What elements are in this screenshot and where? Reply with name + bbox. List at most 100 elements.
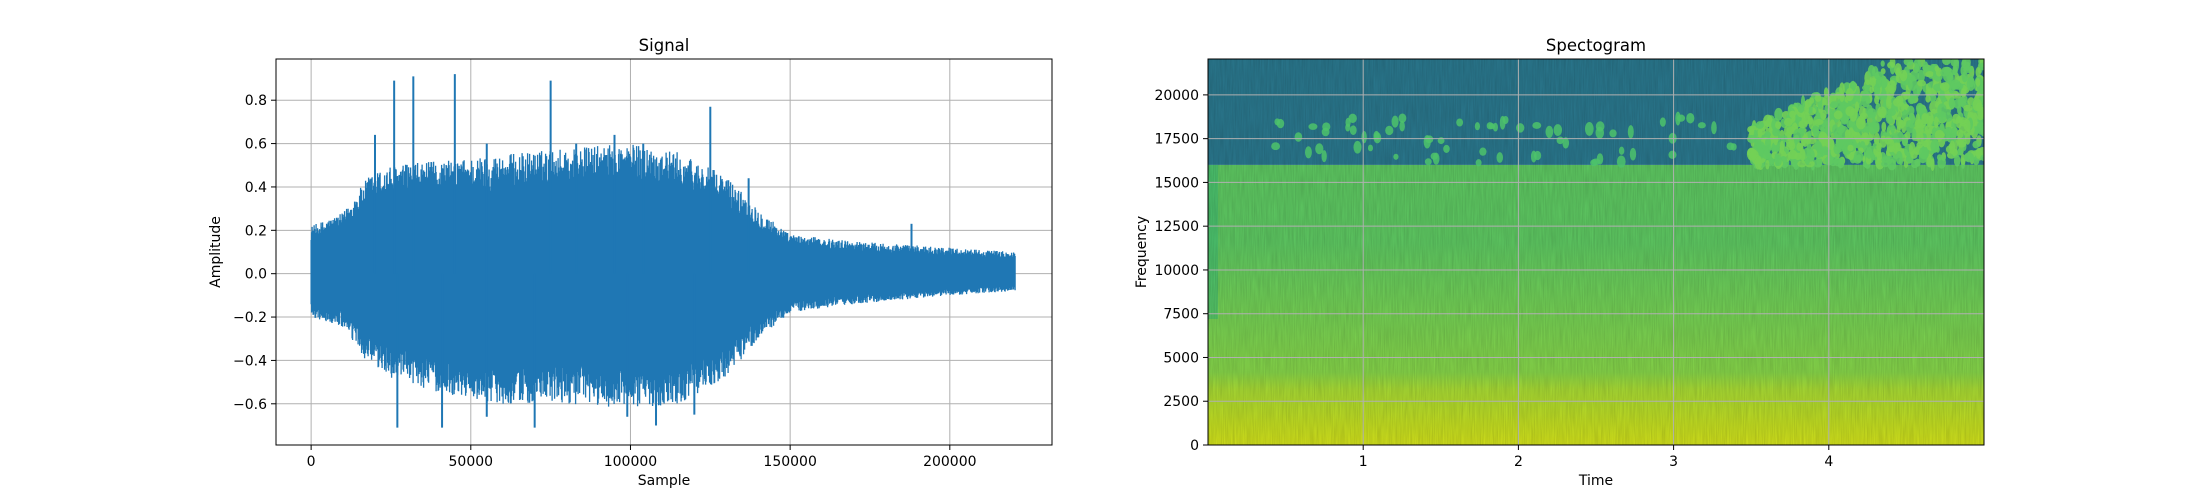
spectrogram-speckle [1804, 157, 1810, 166]
spectrogram-speckle [1803, 111, 1811, 125]
spectrogram-speckle [1975, 77, 1981, 87]
spectrogram-x-axis-label: Time [1578, 473, 1613, 489]
spectrogram-speckle [1361, 130, 1367, 144]
spectrogram-speckle [1922, 61, 1929, 73]
spectrogram-speckle [1659, 117, 1666, 127]
spectrogram-speckle [1854, 101, 1860, 113]
spectrogram-plot: 1 2 3 4 0 2500 5000 7500 10000 12500 15000 17500 200… [1134, 36, 1985, 489]
spectrogram-speckle [1556, 136, 1564, 145]
spectrogram-speckle [1958, 117, 1968, 125]
spectrogram-speckle [1829, 101, 1838, 109]
spectrogram-speckle [1937, 103, 1947, 118]
spec-x-tick-label: 3 [1669, 454, 1678, 470]
spectrogram-speckle [1940, 69, 1950, 77]
spectrogram-speckle [1591, 158, 1601, 166]
spectrogram-speckle [1315, 143, 1324, 155]
spectrogram-speckle [1880, 60, 1885, 67]
spectrogram-speckle [1966, 119, 1971, 133]
spectrogram-speckle [1711, 121, 1717, 135]
spectrogram-speckle [1917, 69, 1925, 83]
spectrogram-speckle [1812, 126, 1820, 138]
spectrogram-speckle [1876, 142, 1882, 151]
spectrogram-speckle [1820, 109, 1827, 121]
spectrogram-speckle [1595, 126, 1605, 139]
spectrogram-speckle [1861, 93, 1871, 108]
spectrogram-speckle [1786, 126, 1797, 135]
spectrogram-speckle [1797, 104, 1805, 113]
spectrogram-speckle [1668, 150, 1677, 159]
spectrogram-speckle [1609, 129, 1617, 138]
spectrogram-speckle [1424, 158, 1432, 166]
spectrogram-speckle [1948, 97, 1956, 109]
spec-y-tick-label: 7500 [1163, 307, 1199, 323]
spectrogram-speckle [1754, 156, 1763, 170]
spectrogram-speckle [1881, 121, 1887, 132]
spectrogram-speckle [1757, 128, 1763, 138]
spectrogram-speckle [1516, 123, 1525, 133]
spectrogram-speckle [1367, 144, 1374, 152]
sig-y-tick-label: 0.8 [245, 93, 267, 109]
spectrogram-speckle [1874, 95, 1880, 105]
spectrogram-speckle [1391, 115, 1399, 128]
spec-x-tick-label: 1 [1359, 454, 1368, 470]
spectrogram-speckle [1443, 144, 1450, 153]
signal-x-axis-label: Sample [638, 473, 691, 489]
sig-x-tick-label: 200000 [923, 454, 976, 470]
signal-ticks: 0 50000 100000 150000 200000 −0.6 −0.4 −0.2 0.0 0… [233, 93, 977, 470]
signal-axes-frame [275, 58, 1053, 446]
spectrogram-speckle [1276, 118, 1285, 129]
spectrogram-speckle [1398, 113, 1407, 123]
spectrogram-speckle [1385, 125, 1394, 136]
spectrogram-speckle [1849, 108, 1858, 122]
spec-y-tick-label: 12500 [1154, 219, 1199, 235]
spectrogram-speckle [1887, 159, 1897, 171]
spectrogram-speckle [1887, 80, 1897, 94]
spectrogram-speckle [1914, 158, 1921, 167]
spectrogram-speckle [1774, 107, 1783, 121]
spectrogram-speckle [1425, 135, 1434, 144]
spec-y-tick-label: 20000 [1154, 88, 1199, 104]
spectrogram-speckle [1956, 129, 1964, 139]
sig-y-tick-label: −0.6 [233, 397, 267, 413]
spectrogram-speckle [1907, 76, 1918, 91]
spectrogram-speckle [1788, 137, 1795, 147]
signal-y-axis-label: Amplitude [208, 216, 224, 288]
spectrogram-speckle [1921, 112, 1929, 125]
spectrogram-speckle [1903, 59, 1914, 66]
spectrogram-speckle [1952, 113, 1961, 125]
sig-y-tick-label: 0.6 [245, 137, 267, 153]
spectrogram-speckle [1901, 136, 1909, 147]
spectrogram-speckle [1629, 147, 1637, 161]
spectrogram-speckle [1799, 149, 1806, 162]
spectrogram-speckle [1972, 140, 1980, 149]
spectrogram-speckle [1934, 116, 1939, 129]
spectrogram-speckle [1807, 130, 1812, 139]
spectrogram-speckle [1584, 121, 1594, 136]
spectrogram-speckle [1430, 152, 1438, 160]
spectrogram-speckle [1530, 150, 1537, 163]
spectrogram-speckle [1895, 130, 1904, 142]
sig-x-tick-label: 100000 [604, 454, 657, 470]
spectrogram-speckle [1775, 121, 1782, 130]
spectrogram-speckle [1730, 143, 1737, 151]
spectrogram-speckle [1951, 126, 1959, 138]
spectrogram-heatmap [1208, 59, 1984, 445]
spectrogram-speckle [1978, 62, 1984, 71]
spectrogram-speckle [1950, 59, 1960, 67]
sig-x-tick-label: 50000 [449, 454, 494, 470]
spectrogram-speckle [1271, 142, 1281, 151]
spectrogram-speckle [1881, 156, 1891, 163]
spectrogram-speckle [1956, 140, 1967, 148]
spectrogram-speckle [1926, 111, 1934, 126]
spectrogram-speckle [1913, 59, 1922, 73]
spectrogram-speckle [1930, 139, 1940, 153]
spectrogram-speckle [1876, 151, 1883, 161]
spectrogram-speckle [1903, 91, 1911, 100]
spectrogram-speckle [1479, 147, 1487, 156]
spectrogram-speckle [1825, 124, 1831, 135]
spectrogram-speckle [1321, 150, 1327, 163]
spec-x-tick-label: 2 [1514, 454, 1523, 470]
spectrogram-speckle [1772, 141, 1779, 153]
spectrogram-speckle [1848, 154, 1854, 161]
spectrogram-speckle [1814, 118, 1824, 126]
